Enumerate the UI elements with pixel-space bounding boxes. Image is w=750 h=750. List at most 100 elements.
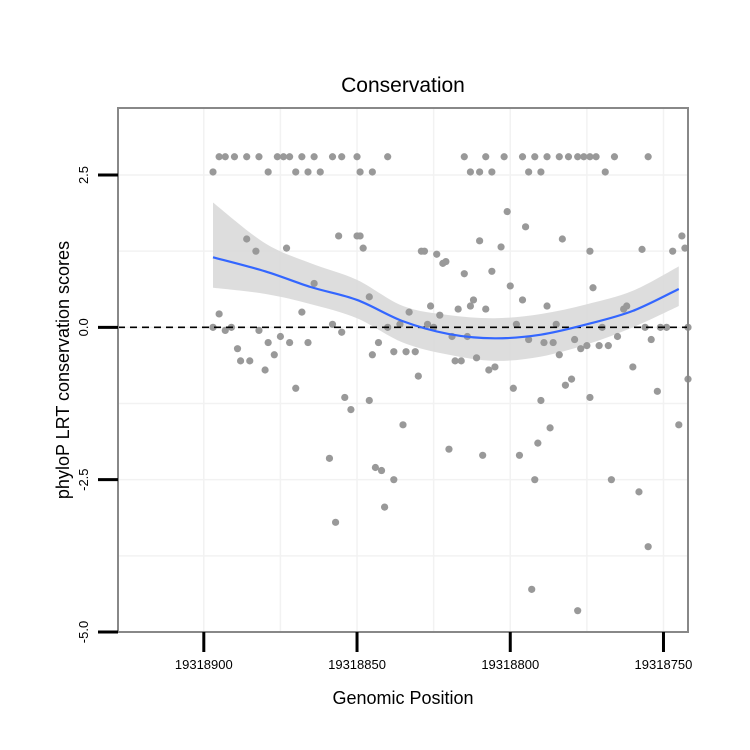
data-point	[466, 302, 475, 310]
data-point	[368, 351, 376, 359]
data-point	[586, 153, 594, 161]
data-point	[215, 310, 223, 318]
data-point	[485, 366, 493, 374]
data-point	[405, 308, 413, 316]
data-points	[209, 153, 692, 615]
data-point	[540, 338, 548, 347]
data-point	[561, 381, 570, 389]
data-point	[298, 153, 306, 161]
data-point	[512, 320, 520, 328]
data-point	[353, 153, 361, 161]
data-point	[402, 348, 410, 356]
smooth-trend-line	[212, 256, 680, 340]
data-point	[365, 396, 373, 405]
data-point	[503, 207, 511, 216]
data-point	[623, 302, 631, 310]
data-point	[356, 232, 364, 240]
data-point	[374, 338, 383, 347]
confidence-band	[213, 202, 679, 361]
y-tick-label: 0.0	[76, 318, 91, 336]
data-point	[399, 421, 407, 429]
data-point	[586, 393, 594, 402]
data-point	[316, 168, 324, 176]
x-tick-label: 19318900	[175, 657, 233, 672]
data-point	[574, 153, 582, 161]
data-point	[537, 396, 545, 405]
data-point	[331, 518, 340, 526]
data-point	[558, 235, 566, 243]
data-point	[601, 168, 609, 176]
y-tick-label: 2.5	[76, 166, 91, 184]
data-point	[574, 607, 582, 615]
data-point	[292, 384, 300, 392]
data-point	[629, 363, 637, 371]
data-point	[528, 585, 536, 593]
data-point	[368, 168, 376, 176]
data-point	[445, 445, 453, 453]
data-point	[479, 451, 487, 459]
data-point	[515, 451, 524, 459]
data-point	[488, 168, 496, 176]
data-point	[371, 463, 380, 472]
data-point	[653, 387, 661, 395]
data-point	[586, 247, 594, 255]
data-point	[549, 338, 557, 347]
data-point	[215, 153, 223, 161]
data-point	[310, 153, 318, 161]
data-point	[338, 328, 346, 336]
data-point	[491, 363, 499, 371]
data-point	[423, 320, 432, 328]
data-point	[469, 296, 478, 304]
data-point	[411, 348, 419, 356]
data-point	[635, 488, 643, 496]
data-point	[209, 323, 217, 331]
data-point	[328, 153, 337, 161]
data-point	[264, 338, 272, 347]
data-point	[243, 235, 251, 243]
y-tick-label: -2.5	[76, 468, 91, 490]
data-point	[433, 250, 441, 258]
data-point	[420, 247, 429, 255]
data-point	[304, 168, 312, 176]
data-point	[390, 476, 398, 484]
data-point	[644, 153, 652, 161]
data-point	[595, 342, 603, 350]
data-point	[442, 257, 450, 266]
data-point	[460, 270, 468, 278]
data-point	[270, 351, 278, 359]
x-axis-label: Genomic Position	[332, 688, 473, 708]
data-point	[543, 153, 551, 161]
data-point	[662, 323, 671, 331]
data-point	[255, 326, 263, 334]
data-point	[476, 168, 484, 176]
data-point	[261, 366, 269, 374]
data-point	[381, 503, 389, 511]
data-point	[230, 153, 239, 161]
data-point	[669, 247, 677, 255]
data-point	[246, 357, 254, 365]
data-point	[457, 357, 465, 365]
data-point	[552, 320, 560, 328]
data-point	[518, 296, 527, 304]
data-point	[292, 168, 300, 176]
data-point	[298, 308, 306, 316]
data-point	[571, 335, 579, 344]
data-point	[472, 354, 481, 362]
data-point	[678, 232, 686, 240]
data-point	[500, 153, 508, 161]
data-point	[338, 153, 346, 161]
data-point	[233, 345, 242, 353]
data-point	[221, 153, 229, 161]
data-point	[592, 153, 600, 161]
data-point	[209, 168, 217, 176]
data-point	[564, 153, 573, 161]
data-point	[264, 168, 272, 176]
data-point	[613, 332, 622, 341]
data-point	[537, 168, 545, 176]
data-point	[555, 351, 563, 359]
data-point	[607, 476, 615, 484]
data-point	[286, 153, 294, 161]
data-point	[525, 168, 533, 176]
data-point	[546, 424, 554, 432]
